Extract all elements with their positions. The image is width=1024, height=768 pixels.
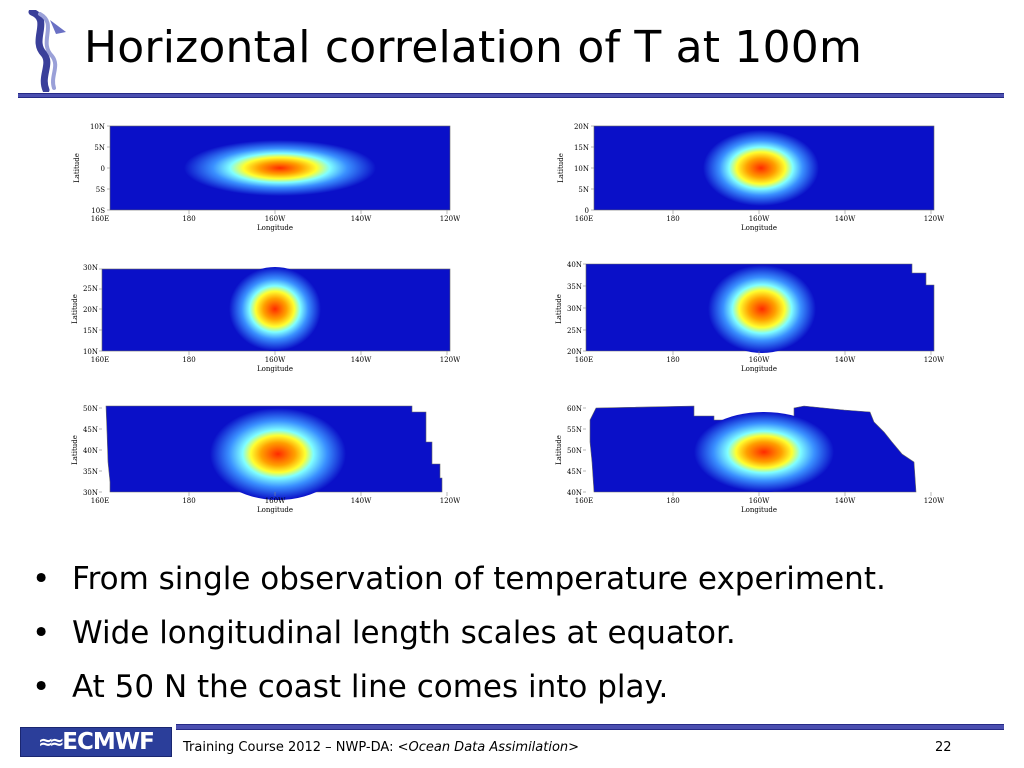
x-tick: 160W — [749, 356, 770, 364]
x-tick: 160E — [575, 215, 593, 223]
y-tick: 45N — [83, 426, 98, 434]
y-axis-label: Latitude — [71, 294, 79, 324]
y-tick: 5N — [94, 144, 105, 152]
x-axis-label: Longitude — [741, 365, 777, 373]
x-tick: 140W — [351, 356, 372, 364]
y-tick: 50N — [83, 405, 98, 413]
y-axis-label: Latitude — [71, 435, 79, 465]
y-tick: 10N — [574, 165, 589, 173]
y-tick: 40N — [567, 261, 582, 269]
x-tick: 140W — [835, 497, 856, 505]
correlation-map-equator: 10N 5N 0 5S 10S 160E 180 160W 140W 120W … — [70, 120, 460, 240]
correlation-map-40n: 50N 45N 40N 35N 30N 160E 180 160W 140W 1… — [70, 402, 460, 522]
slide-title: Horizontal correlation of T at 100m — [84, 22, 863, 73]
correlation-map-50n: 60N 55N 50N 45N 40N 160E 180 160W 140W 1… — [554, 402, 944, 522]
x-tick: 160W — [265, 356, 286, 364]
x-axis-label: Longitude — [741, 224, 777, 232]
y-tick: 5N — [578, 186, 589, 194]
y-tick: 40N — [567, 489, 582, 497]
y-tick: 10N — [90, 123, 105, 131]
x-tick: 180 — [182, 215, 195, 223]
y-tick: 10S — [91, 207, 105, 215]
y-axis-label: Latitude — [557, 153, 565, 183]
x-tick: 140W — [835, 356, 856, 364]
ecmwf-logo: ≈≈ ECMWF — [20, 727, 172, 757]
footer-prefix: Training Course 2012 – NWP-DA: < — [183, 740, 409, 755]
x-axis-label: Longitude — [257, 506, 293, 514]
y-axis-label: Latitude — [555, 294, 563, 324]
x-tick: 140W — [351, 215, 372, 223]
x-tick: 160W — [265, 497, 286, 505]
page-number: 22 — [935, 740, 952, 755]
x-tick: 160W — [749, 497, 770, 505]
x-tick: 120W — [924, 215, 944, 223]
y-tick: 5S — [96, 186, 105, 194]
x-axis-label: Longitude — [257, 224, 293, 232]
y-axis-label: Latitude — [555, 435, 563, 465]
x-tick: 120W — [924, 356, 944, 364]
correlation-map-20n: 30N 25N 20N 15N 10N 160E 180 160W 140W 1… — [70, 261, 460, 381]
y-tick: 45N — [567, 468, 582, 476]
x-tick: 160E — [91, 497, 109, 505]
x-tick: 160E — [91, 215, 109, 223]
y-tick: 30N — [83, 489, 98, 497]
y-tick: 0 — [585, 207, 589, 215]
y-tick: 30N — [567, 305, 582, 313]
x-tick: 180 — [666, 497, 679, 505]
correlation-map-10n: 20N 15N 10N 5N 0 160E 180 160W 140W 120W… — [554, 120, 944, 240]
logo-text: ECMWF — [62, 729, 155, 755]
x-tick: 160E — [91, 356, 109, 364]
x-tick: 120W — [924, 497, 944, 505]
x-axis-label: Longitude — [257, 365, 293, 373]
x-axis-label: Longitude — [741, 506, 777, 514]
x-tick: 160E — [575, 356, 593, 364]
footer-course-name: Ocean Data Assimilation — [408, 740, 569, 755]
bullet-item: At 50 N the coast line comes into play. — [28, 660, 886, 714]
y-tick: 0 — [101, 165, 105, 173]
y-tick: 10N — [83, 348, 98, 356]
x-tick: 120W — [440, 497, 460, 505]
footer-suffix: > — [568, 740, 580, 755]
x-tick: 160E — [575, 497, 593, 505]
y-tick: 25N — [567, 327, 582, 335]
y-tick: 55N — [567, 426, 582, 434]
x-tick: 160W — [749, 215, 770, 223]
y-tick: 20N — [83, 306, 98, 314]
bullet-item: From single observation of temperature e… — [28, 552, 886, 606]
footer-divider — [176, 724, 1004, 730]
x-tick: 180 — [182, 356, 195, 364]
correlation-map-30n: 40N 35N 30N 25N 20N 160E 180 160W 140W 1… — [554, 261, 944, 381]
x-tick: 180 — [666, 215, 679, 223]
x-tick: 140W — [835, 215, 856, 223]
y-tick: 35N — [567, 283, 582, 291]
y-tick: 15N — [83, 327, 98, 335]
x-tick: 180 — [666, 356, 679, 364]
y-tick: 20N — [567, 348, 582, 356]
y-tick: 15N — [574, 144, 589, 152]
y-tick: 20N — [574, 123, 589, 131]
y-axis-label: Latitude — [73, 153, 81, 183]
x-tick: 120W — [440, 215, 460, 223]
x-tick: 120W — [440, 356, 460, 364]
y-tick: 35N — [83, 468, 98, 476]
title-divider — [18, 93, 1004, 98]
waves-icon: ≈≈ — [38, 731, 64, 753]
x-tick: 180 — [182, 497, 195, 505]
x-tick: 140W — [351, 497, 372, 505]
y-tick: 40N — [83, 447, 98, 455]
y-tick: 30N — [83, 264, 98, 272]
bullet-item: Wide longitudinal length scales at equat… — [28, 606, 886, 660]
y-tick: 25N — [83, 285, 98, 293]
y-tick: 60N — [567, 405, 582, 413]
x-tick: 160W — [265, 215, 286, 223]
footer-text: Training Course 2012 – NWP-DA: <Ocean Da… — [183, 740, 579, 755]
course-logo-icon — [28, 10, 66, 92]
bullet-list: From single observation of temperature e… — [28, 552, 886, 714]
y-tick: 50N — [567, 447, 582, 455]
